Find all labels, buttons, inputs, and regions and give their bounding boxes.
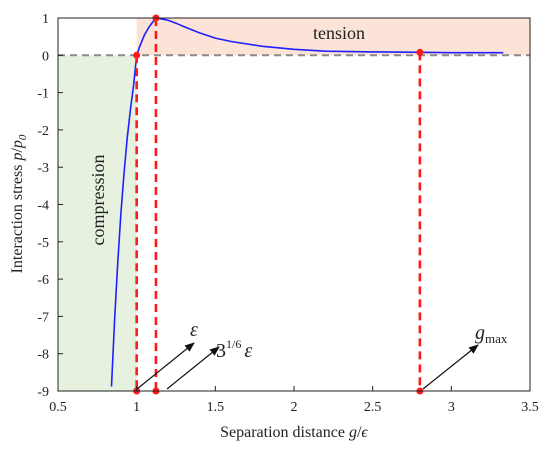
y-tick-label-0: 1	[42, 12, 49, 27]
marker-lines	[133, 14, 424, 395]
marker-top-point-2	[416, 48, 424, 56]
series-line-0	[110, 18, 504, 387]
marker-top-point-0	[133, 51, 141, 59]
arrow-epsilon	[136, 342, 195, 390]
y-tick-label-6: -5	[37, 236, 49, 251]
y-tick-label-3: -2	[37, 124, 49, 139]
series-layer	[110, 18, 504, 387]
y-axis-ticks: 1 0 -1 -2 -3 -4 -5 -6 -7 -8 -9	[37, 12, 63, 400]
annotation-sixth-root: 31/6 ε	[216, 337, 252, 362]
region-compression	[58, 55, 137, 392]
x-tick-label-1: 1	[133, 400, 140, 415]
y-tick-label-9: -8	[37, 348, 49, 363]
y-tick-label-2: -1	[37, 87, 49, 102]
x-tick-label-5: 3	[448, 400, 455, 415]
y-tick-label-5: -4	[37, 199, 49, 214]
x-tick-label-0: 0.5	[49, 400, 67, 415]
x-tick-label-2: 1.5	[207, 400, 225, 415]
annotation-arrows	[136, 342, 479, 390]
region-tension	[136, 18, 530, 56]
arrow-sixth-root	[166, 346, 220, 390]
annotation-gmax: gmax	[475, 322, 508, 346]
annotation-labels: ε 31/6 ε gmax	[190, 319, 508, 362]
y-tick-label-8: -7	[37, 310, 49, 325]
y-axis-label: Interaction stress p/p0	[9, 134, 29, 273]
y-tick-label-7: -6	[37, 273, 49, 288]
annotation-epsilon: ε	[190, 319, 198, 341]
y-tick-label-10: -9	[37, 385, 49, 400]
x-axis-label: Separation distance g/ϵ	[220, 424, 368, 441]
x-tick-label-4: 2.5	[364, 400, 382, 415]
x-axis-ticks: 0.5 1 1.5 2 2.5 3 3.5	[49, 386, 539, 415]
region-label-tension: tension	[313, 23, 365, 43]
y-tick-label-1: 0	[42, 49, 49, 64]
y-tick-label-4: -3	[37, 161, 49, 176]
x-tick-label-6: 3.5	[521, 400, 539, 415]
region-label-compression: compression	[88, 155, 108, 246]
arrow-gmax	[422, 344, 479, 390]
stress-regions	[58, 18, 530, 392]
x-tick-label-3: 2	[291, 400, 298, 415]
